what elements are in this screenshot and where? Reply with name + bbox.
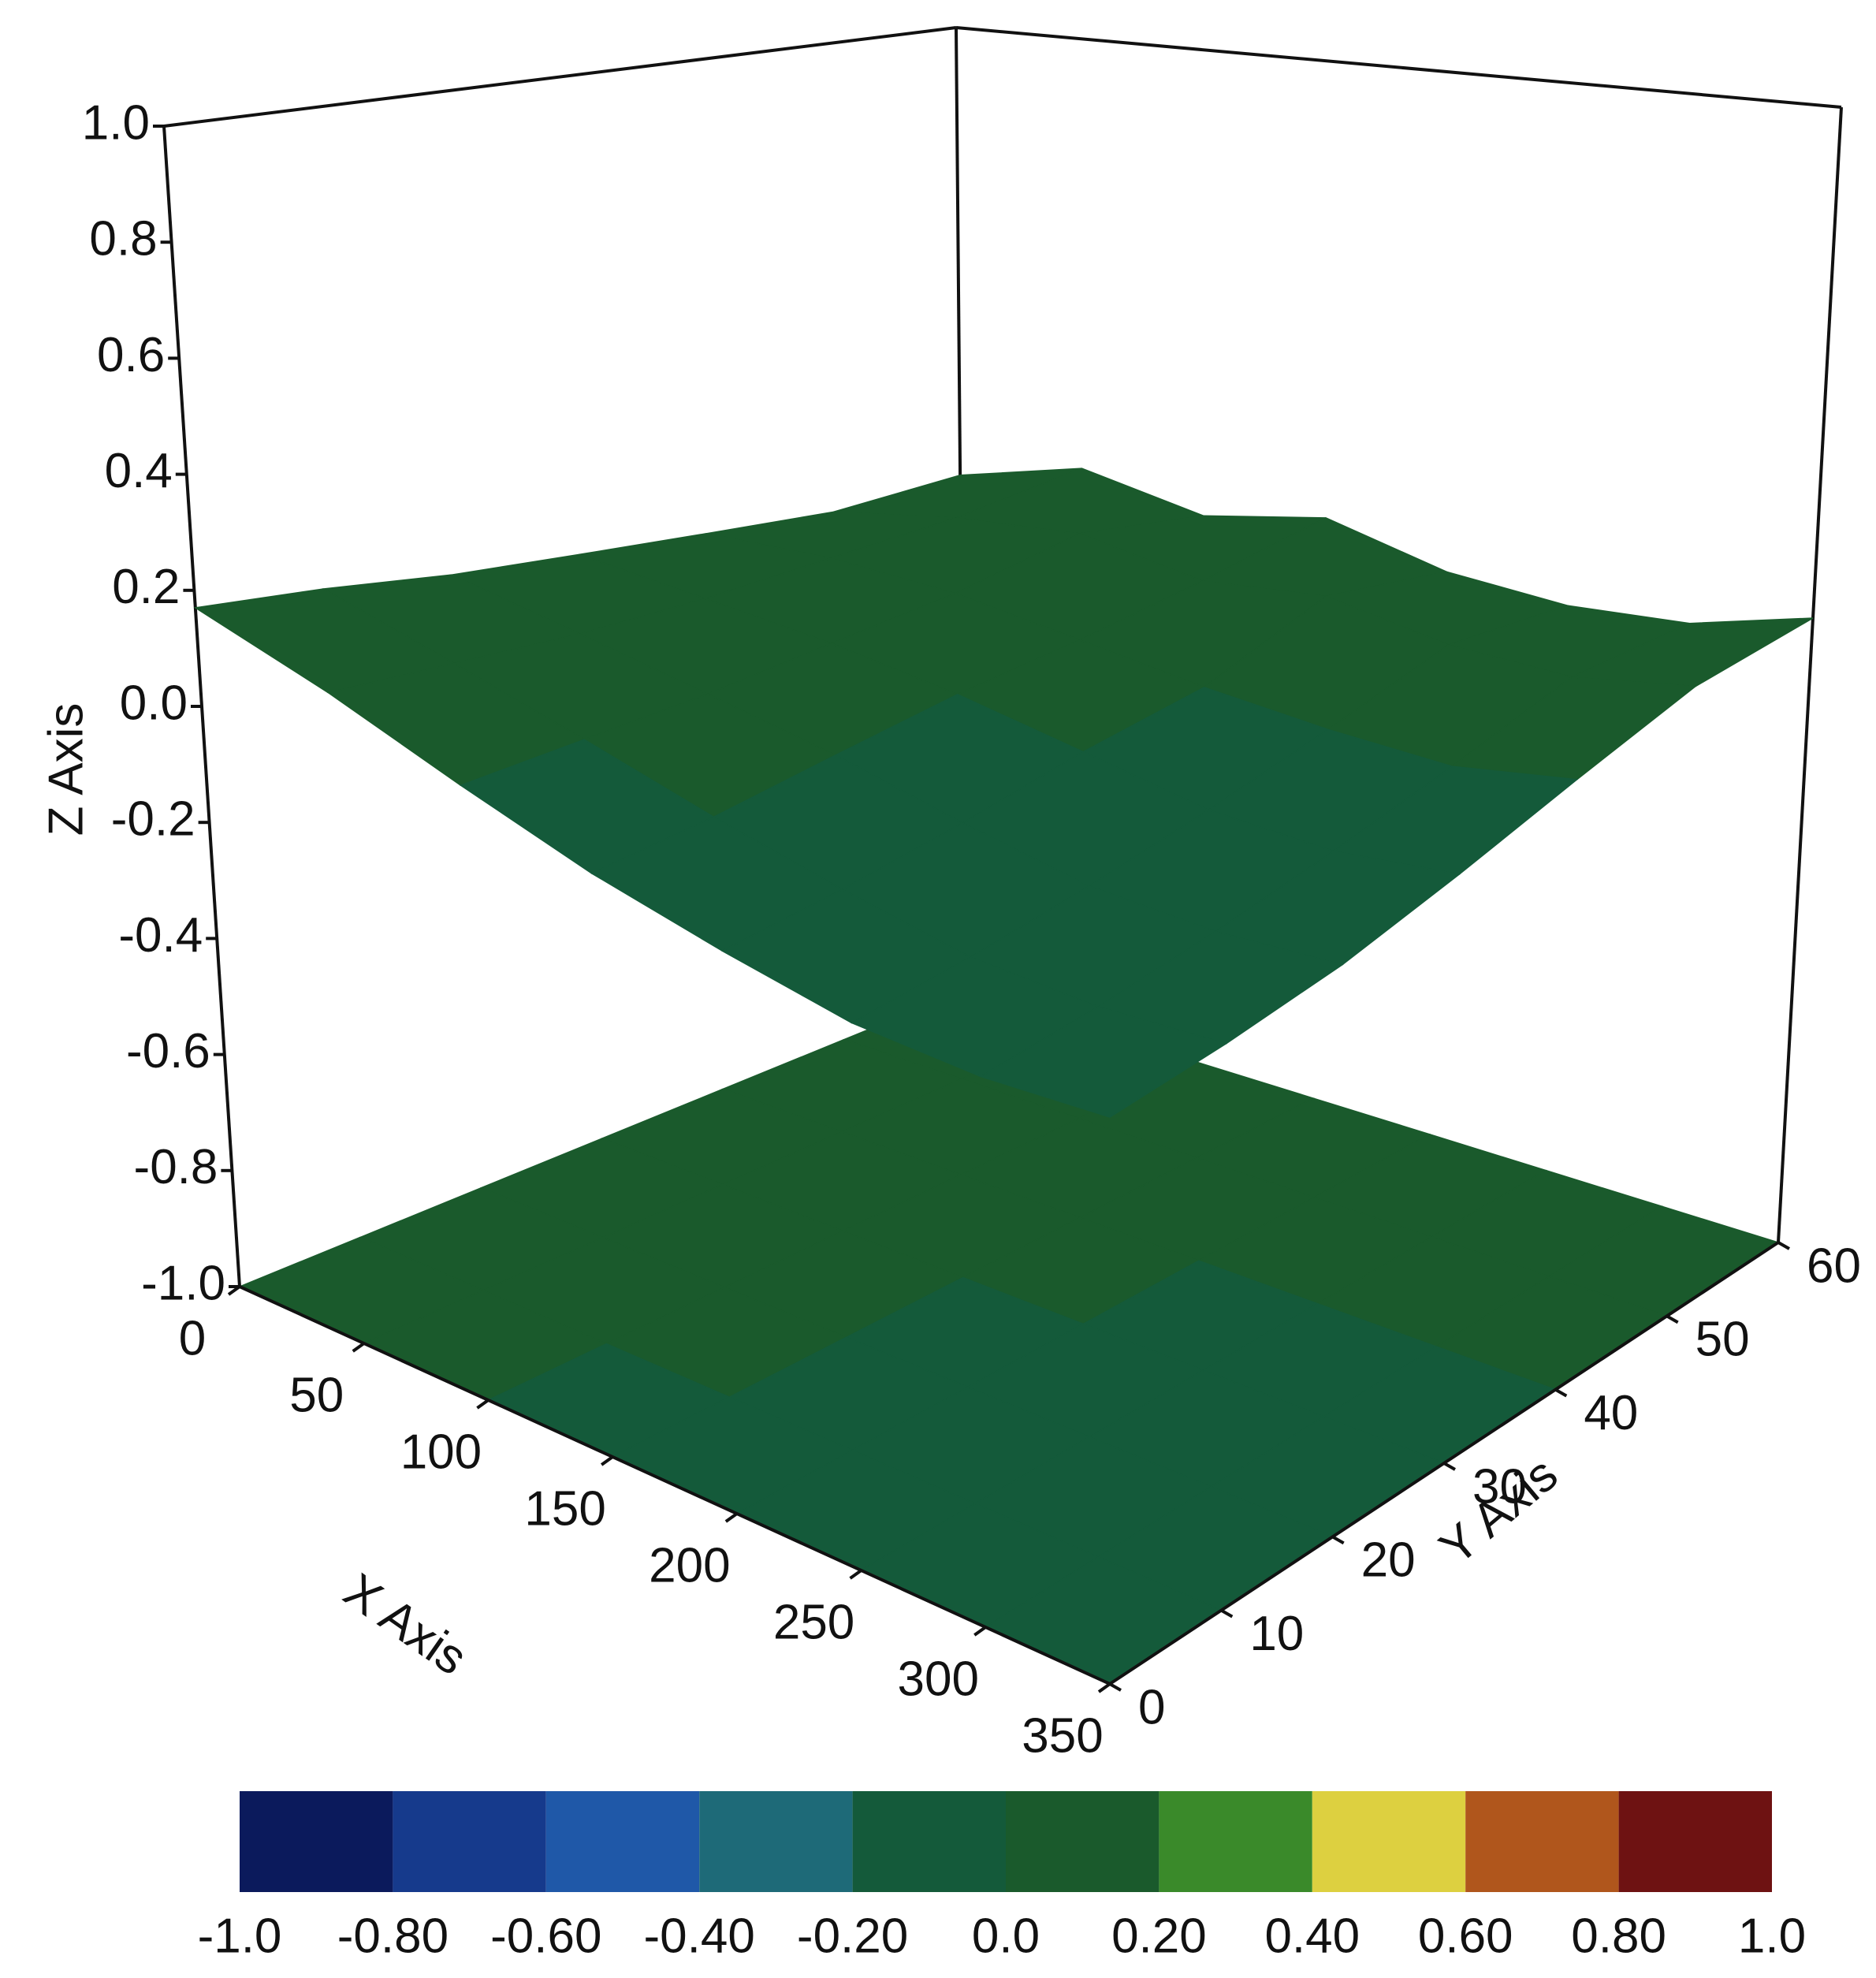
x-tick: [352, 1342, 365, 1353]
z-tick-label: -1.0: [141, 1256, 225, 1310]
y-tick-label: 40: [1584, 1386, 1638, 1440]
colorbar-tick-label: -0.40: [644, 1909, 755, 1963]
x-tick-label: 0: [179, 1311, 206, 1365]
y-tick-label: 20: [1361, 1533, 1416, 1588]
colorbar-tick-label: 0.20: [1111, 1909, 1207, 1963]
colorbar-tick-label: 0.80: [1571, 1909, 1666, 1963]
colorbar-tick-label: -0.60: [490, 1909, 601, 1963]
z-tick-label: 0.2: [112, 560, 180, 614]
z-tick-label: -0.4: [118, 908, 203, 963]
colorbar-tick-label: 0.0: [972, 1909, 1040, 1963]
colorbar-tick-label: 0.60: [1418, 1909, 1513, 1963]
y-tick: [1220, 1608, 1234, 1619]
y-tick-label: 50: [1695, 1313, 1750, 1367]
y-tick: [1666, 1314, 1679, 1324]
colorbar-swatch: [545, 1791, 700, 1892]
z-tick-label: -0.8: [134, 1140, 218, 1194]
z-tick-label: 0.0: [120, 676, 188, 730]
x-tick: [1097, 1682, 1111, 1693]
x-tick-label: 50: [289, 1368, 344, 1422]
y-tick: [1554, 1388, 1568, 1398]
x-tick-label: 350: [1022, 1708, 1103, 1763]
y-tick-label: 60: [1807, 1239, 1861, 1293]
y-tick: [1109, 1682, 1122, 1692]
x-tick-label: 250: [773, 1595, 854, 1649]
axis-line: [239, 1285, 1111, 1686]
z-tick-label: -0.6: [126, 1024, 210, 1078]
y-tick-label: 0: [1138, 1680, 1165, 1734]
y-tick: [1331, 1535, 1345, 1545]
x-axis-title: X Axis: [334, 1563, 477, 1686]
colorbar-tick-label: 1.0: [1738, 1909, 1806, 1963]
x-tick: [227, 1285, 241, 1296]
x-tick: [476, 1399, 489, 1410]
y-tick: [1777, 1241, 1790, 1250]
x-tick-label: 150: [524, 1481, 605, 1536]
box-edge: [163, 26, 957, 128]
z-tick-label: -0.2: [111, 792, 195, 847]
colorbar-swatch: [699, 1791, 853, 1892]
z-tick-label: 0.8: [89, 212, 157, 266]
colorbar-swatch: [240, 1791, 393, 1892]
box-edge: [955, 26, 1842, 109]
z-axis-title: Z Axis: [39, 703, 93, 836]
surface-cell: [979, 1006, 1228, 1118]
colorbar-swatch: [393, 1791, 546, 1892]
z-tick-label: 0.6: [97, 328, 165, 382]
colorbar-swatch: [1312, 1791, 1466, 1892]
z-tick-label: 1.0: [82, 95, 150, 150]
colorbar-tick-label: -1.0: [198, 1909, 282, 1963]
colorbar-swatch: [1159, 1791, 1312, 1892]
colorbar-swatch: [852, 1791, 1006, 1892]
y-tick-label: 10: [1249, 1607, 1304, 1661]
x-tick: [973, 1626, 987, 1637]
box-edge: [1777, 106, 1843, 1243]
colorbar-swatch: [1618, 1791, 1772, 1892]
y-tick-label: 30: [1472, 1459, 1527, 1514]
x-tick-label: 300: [898, 1652, 979, 1706]
colorbar-tick-label: 0.40: [1264, 1909, 1360, 1963]
x-tick: [724, 1512, 739, 1523]
y-tick: [1443, 1462, 1456, 1471]
x-tick-label: 100: [400, 1425, 482, 1479]
colorbar-swatch: [1006, 1791, 1159, 1892]
x-tick: [600, 1455, 614, 1466]
z-tick-label: 0.4: [105, 444, 173, 498]
x-tick-label: 200: [649, 1538, 730, 1592]
colorbar-tick-label: -0.80: [337, 1909, 449, 1963]
colorbar-tick-label: -0.20: [797, 1909, 908, 1963]
x-tick: [849, 1569, 862, 1580]
colorbar-swatch: [1465, 1791, 1619, 1892]
